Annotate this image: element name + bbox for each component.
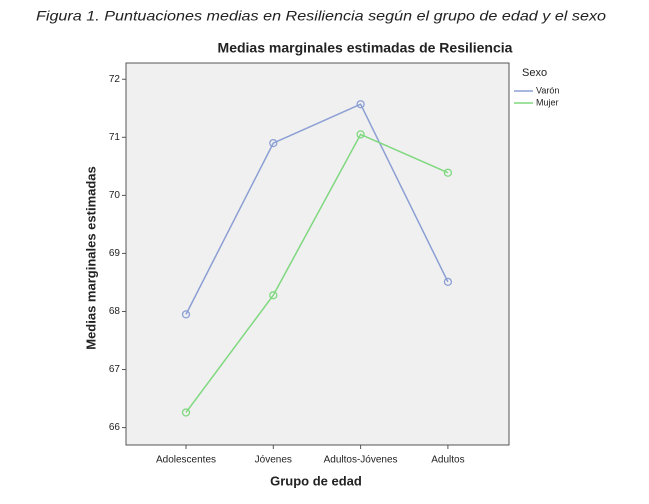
y-tick-label: 72 bbox=[109, 74, 121, 85]
data-point bbox=[443, 277, 453, 287]
y-tick-label: 69 bbox=[109, 248, 121, 259]
x-tick-label: Adultos-Jóvenes bbox=[324, 455, 398, 466]
x-tick-label: Adultos bbox=[431, 455, 464, 466]
y-tick-label: 66 bbox=[109, 422, 121, 433]
data-point bbox=[356, 130, 365, 139]
data-point bbox=[356, 100, 365, 109]
chart-title: Medias marginales estimadas de Resilienc… bbox=[218, 40, 513, 56]
series-line bbox=[185, 133, 449, 413]
legend-label: Varón bbox=[536, 85, 559, 95]
data-point bbox=[181, 408, 191, 417]
y-tick-label: 67 bbox=[109, 364, 121, 375]
data-point bbox=[443, 168, 453, 177]
data-point bbox=[181, 310, 191, 319]
legend-label: Mujer bbox=[536, 97, 559, 107]
y-tick-label: 71 bbox=[109, 132, 121, 143]
y-axis-label: Medias marginales estimadas bbox=[83, 166, 98, 350]
plot-area bbox=[125, 62, 510, 446]
y-tick-label: 70 bbox=[109, 190, 121, 201]
figure-caption: Figura 1. Puntuaciones medias en Resilie… bbox=[36, 8, 606, 24]
series-line bbox=[185, 103, 449, 315]
legend-title: Sexo bbox=[522, 67, 547, 79]
x-tick-label: Jóvenes bbox=[255, 455, 292, 466]
x-tick-label: Adolescentes bbox=[156, 455, 216, 466]
data-point bbox=[269, 138, 278, 148]
data-point bbox=[269, 291, 278, 300]
y-tick-label: 68 bbox=[109, 306, 121, 317]
x-axis-label: Grupo de edad bbox=[270, 473, 362, 488]
